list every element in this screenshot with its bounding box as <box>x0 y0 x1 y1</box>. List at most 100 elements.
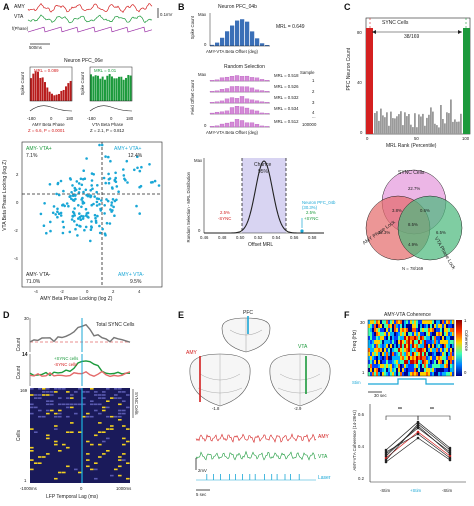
b-left-label: -SYNC <box>218 216 232 221</box>
heat-cell <box>86 459 90 461</box>
scatter-point <box>122 174 126 177</box>
random-bar <box>249 109 255 115</box>
scatter-ytick-2: -2 <box>14 228 18 233</box>
coherence-cell <box>400 336 403 341</box>
heat-cell <box>94 394 98 396</box>
coherence-cell <box>436 364 439 369</box>
heat-cell <box>122 453 126 455</box>
heat-cell <box>114 468 118 471</box>
rank-bar <box>396 116 398 134</box>
coherence-cell <box>406 364 409 369</box>
coherence-cell <box>380 348 383 353</box>
heat-cell <box>90 403 94 406</box>
scatter-point <box>74 227 77 231</box>
coherence-cell <box>384 364 387 369</box>
coherence-cell <box>436 360 439 365</box>
coherence-cell <box>432 364 435 369</box>
coherence-cell <box>446 320 449 325</box>
hist-bar <box>58 93 60 101</box>
hist-bar <box>115 78 118 101</box>
random-bar <box>264 80 270 82</box>
hist-bar <box>260 43 265 46</box>
coherence-cell <box>382 324 385 329</box>
coherence-cell <box>404 364 407 369</box>
heat-cell <box>78 431 82 433</box>
coherence-cell <box>372 360 375 365</box>
coherence-cell <box>398 320 401 325</box>
coherence-cell <box>416 344 419 349</box>
coherence-cell <box>400 324 403 329</box>
scatter-point <box>105 198 108 201</box>
heat-cell <box>102 397 106 399</box>
vta-mrl-text: MRL = 0.01 <box>94 68 117 73</box>
scatter-point <box>110 204 113 207</box>
coherence-cell <box>396 340 399 345</box>
random-bar <box>264 126 270 128</box>
coherence-cell <box>434 356 437 361</box>
heat-cell <box>30 394 34 396</box>
heat-cell <box>102 394 106 396</box>
heat-cell <box>74 468 78 471</box>
coherence-cell <box>374 336 377 341</box>
coherence-cell <box>452 340 455 345</box>
scatter-point <box>105 221 109 225</box>
b-row-mrl-3: MRL = 0.532 <box>274 95 299 100</box>
coherence-cell <box>448 324 451 329</box>
coherence-cell <box>396 356 399 361</box>
coherence-cell <box>452 360 455 365</box>
amy-phase-xlabel: AMY Beta Phase <box>32 122 65 127</box>
coherence-cell <box>388 372 391 377</box>
coherence-cell <box>398 360 401 365</box>
random-bar <box>214 90 220 93</box>
rank-bar <box>400 111 402 134</box>
coherence-cell <box>440 364 443 369</box>
scatter-point <box>99 209 103 212</box>
coherence-cell <box>418 372 421 377</box>
heat-cell <box>110 397 114 399</box>
coherence-cell <box>410 340 413 345</box>
coherence-cell <box>432 372 435 377</box>
rank-bar <box>452 121 454 134</box>
heat-cell <box>118 403 122 406</box>
vta-tick-left: -180 <box>87 116 96 121</box>
coherence-cell <box>398 352 401 357</box>
coherence-cell <box>438 336 441 341</box>
c-xlabel: MRL Rank (Percentile) <box>386 143 437 149</box>
coherence-cell <box>438 328 441 333</box>
coherence-cell <box>428 348 431 353</box>
coherence-cell <box>422 352 425 357</box>
coherence-cell <box>450 360 453 365</box>
coherence-cell <box>378 336 381 341</box>
coherence-cell <box>428 352 431 357</box>
heat-cell <box>54 428 58 430</box>
heat-cell <box>118 474 122 477</box>
b-xtick-3: 0.52 <box>254 235 263 240</box>
scatter-point <box>106 199 110 203</box>
hist-bar <box>60 90 63 101</box>
scatter-point <box>95 204 99 207</box>
scatter-point <box>89 189 92 192</box>
heat-cell <box>118 388 122 390</box>
heat-cell <box>122 409 126 412</box>
coherence-cell <box>424 328 427 333</box>
venn-n-text: N = 78/169 <box>402 266 424 271</box>
heat-cell <box>30 446 34 449</box>
hist-bar <box>104 79 106 101</box>
scatter-point <box>76 234 79 237</box>
scatter-point <box>56 182 60 186</box>
e-scale-time: 5 sec <box>196 492 207 497</box>
heat-cell <box>30 412 34 415</box>
coherence-cell <box>394 332 397 337</box>
coherence-cell <box>426 348 429 353</box>
f-cb-label: Coherence <box>464 330 469 352</box>
coherence-cell <box>388 332 391 337</box>
coherence-cell <box>392 340 395 345</box>
b-right-label: +SYNC <box>304 216 319 221</box>
b-xtick-2: 0.50 <box>236 235 245 240</box>
heat-cell <box>106 437 110 440</box>
heat-cell <box>118 465 122 468</box>
scatter-point <box>122 168 125 171</box>
random-bar <box>249 99 255 104</box>
coherence-cell <box>368 360 371 365</box>
coherence-cell <box>448 356 451 361</box>
